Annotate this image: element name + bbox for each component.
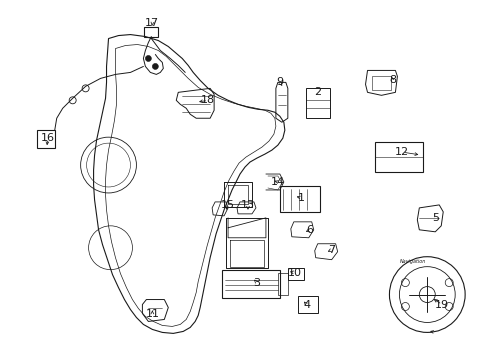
Text: 4: 4 [303,300,310,310]
Text: 10: 10 [287,267,301,278]
Text: 13: 13 [241,200,254,210]
Bar [287,268,303,280]
Text: 14: 14 [270,177,285,187]
Text: 5: 5 [431,213,438,223]
Bar [222,270,279,298]
Text: 3: 3 [253,278,260,288]
Text: 9: 9 [276,77,283,87]
Text: 1: 1 [298,193,305,203]
Bar [277,273,287,294]
Bar [305,88,329,118]
Bar [375,142,423,172]
Text: 18: 18 [201,95,215,105]
Bar [371,76,390,90]
Bar [144,27,158,37]
Text: Navigation: Navigation [399,259,426,264]
Text: 15: 15 [221,200,235,210]
Text: 12: 12 [394,147,408,157]
Text: 8: 8 [388,75,395,85]
Text: 2: 2 [313,87,321,97]
Bar [279,186,319,212]
Text: 11: 11 [145,310,159,319]
Circle shape [145,55,151,62]
Circle shape [152,63,158,69]
Text: 7: 7 [327,245,335,255]
Text: 6: 6 [305,225,313,235]
Bar [297,296,317,314]
Bar [37,130,55,148]
Text: 17: 17 [145,18,159,28]
Text: 19: 19 [434,300,448,310]
Text: 16: 16 [41,133,55,143]
